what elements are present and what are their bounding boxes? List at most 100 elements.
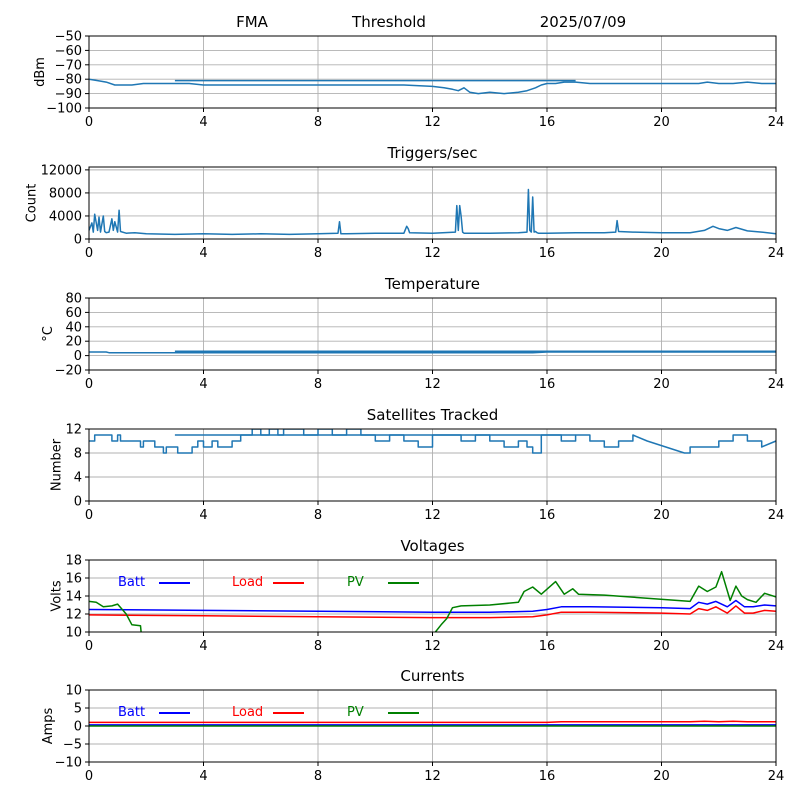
legend-label-pv: PV: [347, 705, 364, 720]
y-tick-label: 0: [74, 495, 82, 510]
series-line-satellites-0: [89, 429, 776, 454]
x-tick-label: 4: [199, 639, 207, 654]
plot-triggers: 0 4 8 12 16 20 24 0 4000 8000 12000 Triggers/sec Cou…: [25, 144, 785, 261]
y-axis-label: Count: [25, 184, 40, 223]
x-tick-label: 4: [199, 769, 207, 784]
plot-satellites: 0 4 8 12 16 20 24 0 4 8 12 Satellites Tracked Number: [49, 406, 784, 523]
x-tick-label: 8: [314, 639, 322, 654]
x-tick-label: 16: [539, 377, 556, 392]
x-tick-label: 8: [314, 377, 322, 392]
series-line-load-0: [89, 605, 776, 619]
plot-title: Voltages: [400, 537, 464, 555]
x-tick-label: 20: [653, 246, 670, 261]
x-tick-label: 4: [199, 377, 207, 392]
x-tick-label: 4: [199, 115, 207, 130]
y-tick-label: 8000: [49, 186, 82, 201]
x-tick-label: 20: [653, 508, 670, 523]
x-tick-label: 0: [85, 377, 93, 392]
plot-title: Triggers/sec: [387, 144, 478, 162]
y-tick-label: 8: [74, 447, 82, 462]
x-tick-label: 4: [199, 246, 207, 261]
y-tick-label: 10: [65, 684, 82, 699]
x-tick-label: 16: [539, 508, 556, 523]
x-tick-label: 16: [539, 115, 556, 130]
header-station: FMA: [236, 13, 269, 31]
y-axis-label: Amps: [41, 707, 56, 744]
legend-label-load: Load: [232, 575, 263, 590]
series-group: [89, 188, 776, 236]
x-tick-label: 0: [85, 639, 93, 654]
y-tick-label: −90: [55, 87, 82, 102]
x-tick-label: 4: [199, 508, 207, 523]
y-tick-label: −20: [55, 364, 82, 379]
y-axis-label: dBm: [33, 57, 48, 87]
plot-title: Satellites Tracked: [367, 406, 498, 424]
series-group: [89, 78, 776, 95]
y-tick-label: 12: [65, 423, 82, 438]
plot-voltages: 0 4 8 12 16 20 24 10 12 14 16 18 Voltages Volts Batt Lo…: [49, 537, 784, 654]
y-tick-label: −100: [46, 102, 82, 117]
x-tick-label: 0: [85, 769, 93, 784]
x-tick-label: 8: [314, 246, 322, 261]
legend-label-load: Load: [232, 705, 263, 720]
legend-label-batt: Batt: [118, 705, 145, 720]
y-tick-label: 40: [65, 320, 82, 335]
y-tick-label: 12: [65, 608, 82, 623]
header-label: Threshold: [351, 13, 426, 31]
series-line-load-0: [89, 720, 776, 724]
y-tick-label: 4000: [49, 209, 82, 224]
legend-label-batt: Batt: [118, 575, 145, 590]
y-tick-label: 5: [74, 702, 82, 717]
x-tick-label: 0: [85, 246, 93, 261]
series-group: [89, 350, 776, 354]
series-line-pv-0: [89, 600, 142, 632]
series-line-pv-1: [434, 570, 776, 632]
plot-title: Currents: [400, 667, 464, 685]
y-tick-label: 4: [74, 471, 82, 486]
x-tick-label: 8: [314, 769, 322, 784]
x-tick-label: 12: [424, 246, 441, 261]
y-tick-label: −80: [55, 73, 82, 88]
x-tick-label: 20: [653, 115, 670, 130]
x-tick-label: 16: [539, 639, 556, 654]
y-axis-label: Number: [49, 438, 64, 491]
x-tick-label: 12: [424, 377, 441, 392]
plot-currents: 0 4 8 12 16 20 24 −10 −5 0 5 10 Currents Amps Batt Load…: [41, 667, 784, 784]
x-tick-label: 0: [85, 115, 93, 130]
y-tick-label: −60: [55, 44, 82, 59]
x-tick-label: 12: [424, 115, 441, 130]
y-tick-label: −10: [55, 756, 82, 771]
x-tick-label: 16: [539, 769, 556, 784]
x-tick-label: 12: [424, 769, 441, 784]
x-tick-label: 12: [424, 508, 441, 523]
y-tick-label: 14: [65, 590, 82, 605]
y-tick-label: 10: [65, 626, 82, 641]
y-axis-label: °C: [41, 326, 56, 342]
series-line-batt-0: [89, 599, 776, 613]
x-tick-label: 20: [653, 769, 670, 784]
y-tick-label: 16: [65, 572, 82, 587]
y-tick-label: 18: [65, 554, 82, 569]
x-tick-label: 24: [768, 769, 785, 784]
plot-title: Temperature: [384, 275, 480, 293]
header-date: 2025/07/09: [540, 13, 626, 31]
y-tick-label: 80: [65, 292, 82, 307]
x-tick-label: 20: [653, 639, 670, 654]
y-tick-label: 0: [74, 349, 82, 364]
x-tick-label: 8: [314, 508, 322, 523]
x-tick-label: 8: [314, 115, 322, 130]
legend-label-pv: PV: [347, 575, 364, 590]
x-tick-label: 20: [653, 377, 670, 392]
x-tick-label: 24: [768, 639, 785, 654]
y-tick-label: 60: [65, 306, 82, 321]
x-tick-label: 24: [768, 115, 785, 130]
y-tick-label: 0: [74, 233, 82, 248]
series-group: [89, 720, 776, 727]
x-tick-label: 12: [424, 639, 441, 654]
y-tick-label: 20: [65, 335, 82, 350]
series-line-signal-0: [89, 78, 776, 95]
y-tick-label: −70: [55, 58, 82, 73]
